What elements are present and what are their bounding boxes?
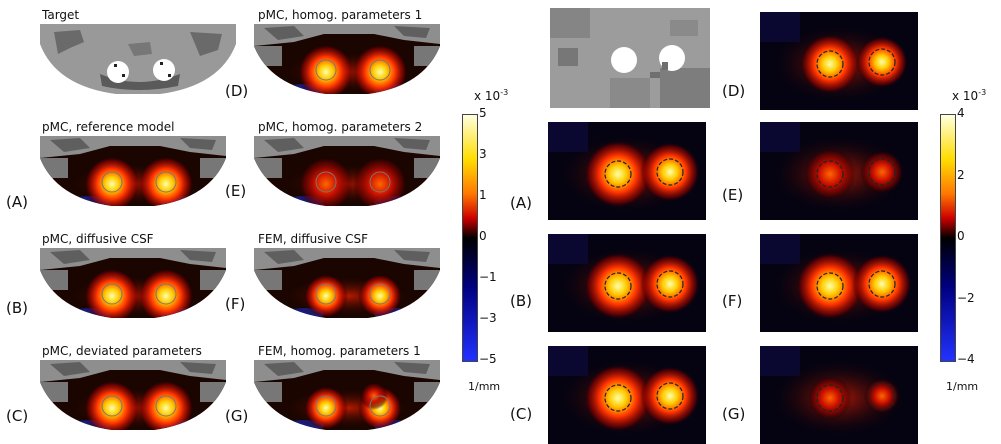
label-g-left: (G) [225,407,249,425]
target-right-circle-1 [611,47,637,73]
panel-right-e [760,122,918,220]
colorbar-left-tick: −1 [479,270,497,284]
colorbar-right-tick: −4 [957,352,975,366]
label-b-right: (B) [510,292,532,310]
panel-target [40,24,236,96]
panel-right-d [760,12,918,110]
label-e-right: (E) [722,186,744,204]
target-circle-left [107,61,129,83]
colorbar-left-exponent: x 10-3 [474,88,509,103]
title-target: Target [42,8,80,22]
title-fem-diffusive-csf: FEM, diffusive CSF [258,232,369,246]
panel-right-g [760,346,918,444]
colorbar-right-exponent: x 10-3 [952,88,987,103]
colorbar-right-tick: −2 [957,290,975,305]
colorbar-left-tick: 0 [479,229,487,243]
title-pmc-reference: pMC, reference model [42,120,175,134]
panel-pmc-homog-1 [254,24,440,94]
colorbar-left [462,114,478,362]
colorbar-left-tick: 5 [479,106,487,120]
colorbar-right-tick: 2 [957,167,965,182]
label-f-right: (F) [722,292,743,310]
label-a-right: (A) [510,194,532,212]
title-pmc-homog-2: pMC, homog. parameters 2 [258,120,423,134]
title-fem-homog-1: FEM, homog. parameters 1 [258,344,421,358]
title-pmc-deviated: pMC, deviated parameters [42,344,202,358]
panel-right-b [548,234,706,332]
panel-fem-diffusive-csf [254,248,440,318]
label-a-left: (A) [6,193,28,211]
label-d-left: (D) [225,82,249,100]
panel-right-a [548,122,706,220]
panel-target-right [550,8,710,108]
colorbar-left-unit: 1/mm [468,380,501,393]
label-b-left: (B) [6,299,28,317]
panel-pmc-reference [40,136,226,206]
colorbar-right-tick: 4 [957,106,965,120]
panel-pmc-deviated [40,360,226,430]
colorbar-left-tick: −5 [479,352,497,366]
colorbar-right-unit: 1/mm [946,380,979,393]
label-c-right: (C) [510,405,533,423]
target-circle-right [153,59,175,81]
panel-pmc-diffusive-csf [40,248,226,318]
title-pmc-diffusive-csf: pMC, diffusive CSF [42,232,154,246]
label-g-right: (G) [722,405,746,423]
colorbar-left-tick: −3 [479,311,497,325]
panel-right-c [548,346,706,444]
label-d-right: (D) [722,82,746,100]
label-c-left: (C) [6,407,29,425]
panel-pmc-homog-2 [254,136,440,206]
colorbar-left-tick: 1 [479,188,487,202]
colorbar-right-tick: 0 [957,229,965,243]
title-pmc-homog-1: pMC, homog. parameters 1 [258,8,423,22]
colorbar-right [940,114,956,362]
panel-right-f [760,234,918,332]
label-f-left: (F) [225,295,246,313]
label-e-left: (E) [225,182,247,200]
panel-fem-homog-1 [254,360,440,430]
colorbar-left-tick: 3 [479,147,487,161]
